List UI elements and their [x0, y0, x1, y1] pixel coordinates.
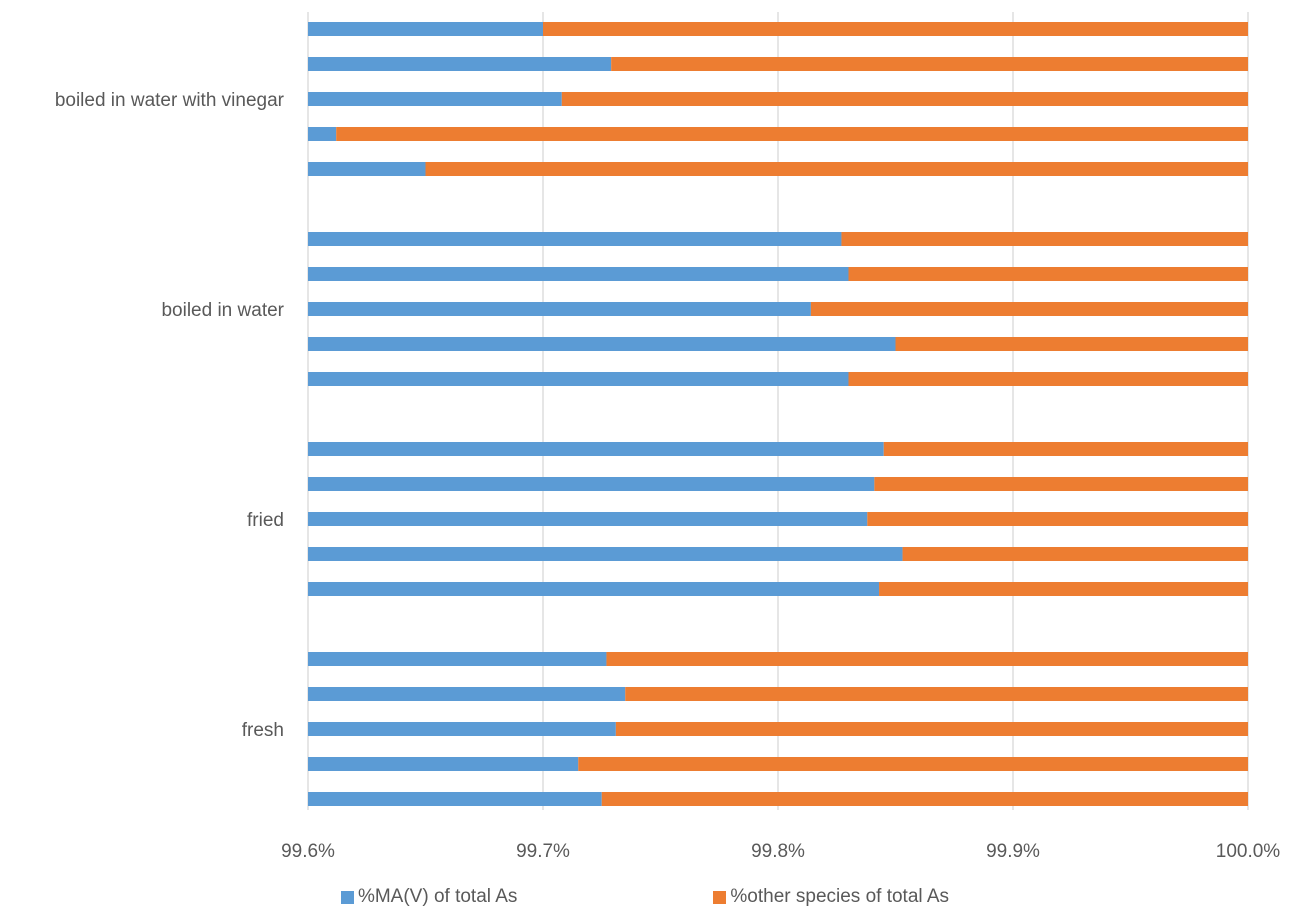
bars: [308, 22, 1248, 806]
bar-ma-17: [308, 687, 626, 701]
legend-swatch-series-1: [340, 890, 354, 904]
bar-ma-6: [308, 232, 842, 246]
category-label-2: boiled in water: [161, 300, 284, 321]
bar-other-9: [895, 337, 1248, 351]
bar-other-13: [867, 512, 1248, 526]
bar-other-20: [601, 792, 1248, 806]
bar-other-10: [848, 372, 1248, 386]
legend-swatch-series-2: [713, 890, 727, 904]
bar-other-6: [841, 232, 1248, 246]
x-tick-label-1: 99.6%: [281, 841, 335, 862]
category-label-3: fried: [247, 510, 284, 531]
legend: %MA(V) of total As %other species of tot…: [0, 886, 1290, 908]
bar-ma-7: [308, 267, 849, 281]
bar-ma-20: [308, 792, 602, 806]
bar-ma-3: [308, 92, 562, 106]
x-tick-label-4: 99.9%: [986, 841, 1040, 862]
bar-ma-11: [308, 442, 884, 456]
bar-ma-15: [308, 582, 880, 596]
bar-other-17: [625, 687, 1248, 701]
bar-other-8: [810, 302, 1248, 316]
bar-other-2: [611, 57, 1248, 71]
bar-other-3: [561, 92, 1248, 106]
bar-ma-10: [308, 372, 849, 386]
x-tick-label-2: 99.7%: [516, 841, 570, 862]
category-label-4: fresh: [242, 720, 284, 741]
category-label-1: boiled in water with vinegar: [55, 90, 285, 111]
bar-other-1: [543, 22, 1248, 36]
x-tick-label-3: 99.8%: [751, 841, 805, 862]
legend-label-series-1: %MA(V) of total As: [357, 886, 518, 907]
bar-other-11: [883, 442, 1248, 456]
bar-ma-9: [308, 337, 896, 351]
bar-other-14: [902, 547, 1248, 561]
bar-other-15: [879, 582, 1248, 596]
legend-label-series-2: %other species of total As: [730, 886, 950, 907]
category-labels: boiled in water with vinegar boiled in wa…: [55, 90, 285, 741]
bar-other-4: [336, 127, 1248, 141]
bar-ma-1: [308, 22, 543, 36]
bar-ma-16: [308, 652, 607, 666]
bar-ma-2: [308, 57, 612, 71]
bar-other-19: [578, 757, 1248, 771]
bar-other-12: [874, 477, 1248, 491]
bar-ma-12: [308, 477, 875, 491]
bar-other-5: [425, 162, 1248, 176]
bar-ma-5: [308, 162, 426, 176]
bar-ma-13: [308, 512, 868, 526]
x-tick-labels: 99.6% 99.7% 99.8% 99.9% 100.0%: [281, 841, 1280, 862]
legend-item-series-2: %other species of total As: [713, 886, 949, 908]
gridlines: [307, 12, 1249, 810]
bar-other-7: [848, 267, 1248, 281]
legend-item-series-1: %MA(V) of total As: [340, 886, 518, 908]
bar-other-18: [615, 722, 1248, 736]
bar-ma-18: [308, 722, 616, 736]
bar-ma-14: [308, 547, 903, 561]
x-tick-label-5: 100.0%: [1216, 841, 1281, 862]
bar-ma-19: [308, 757, 579, 771]
bar-other-16: [606, 652, 1248, 666]
bar-ma-8: [308, 302, 811, 316]
bar-ma-4: [308, 127, 337, 141]
